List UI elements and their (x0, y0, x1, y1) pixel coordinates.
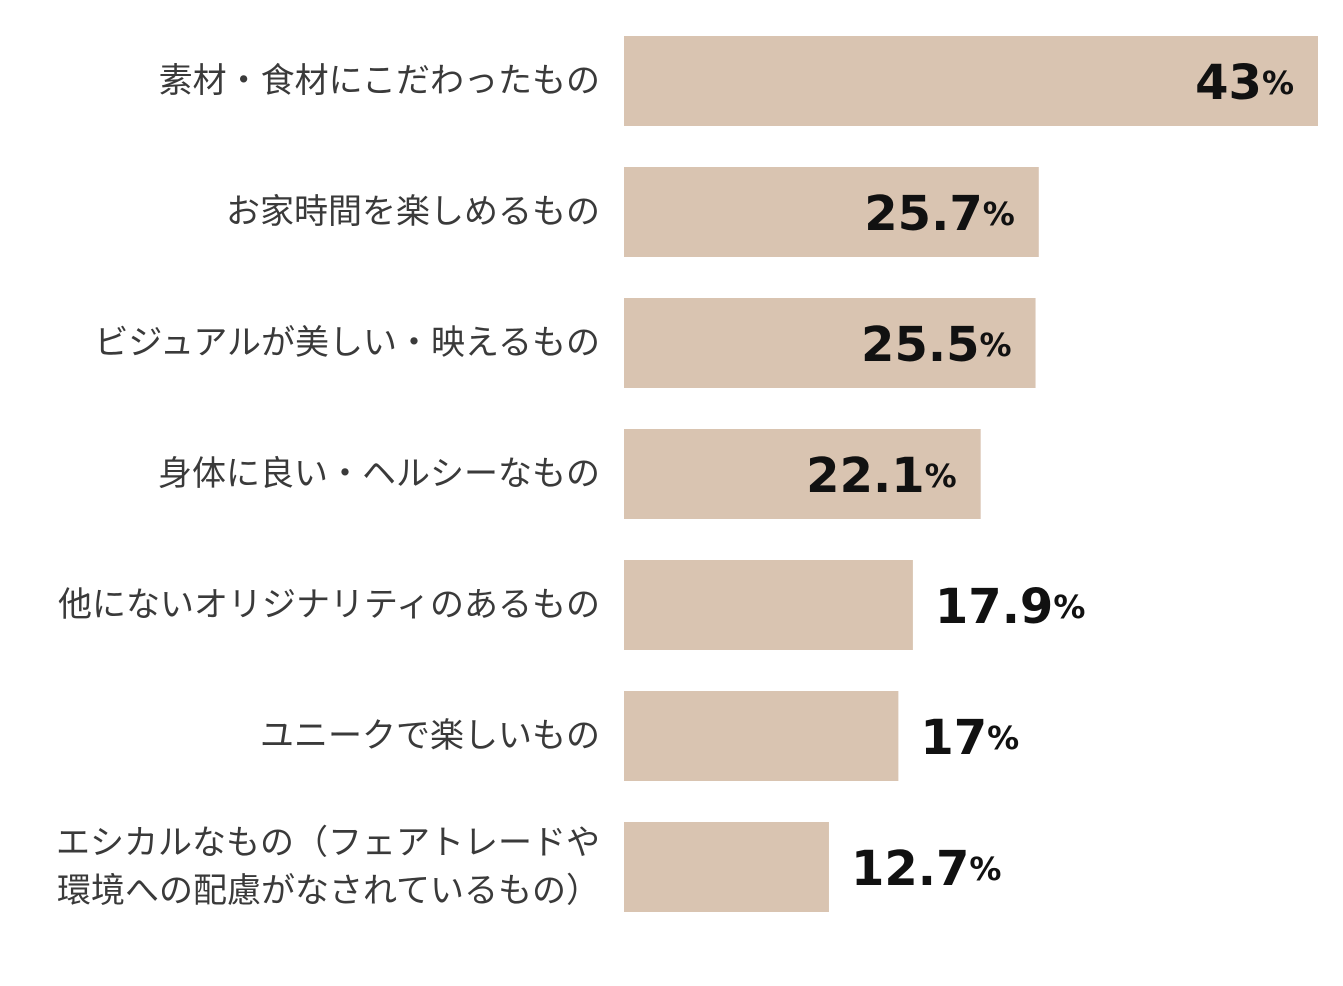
category-label-3: ビジュアルが美しい・映えるもの (94, 323, 600, 363)
bar-7 (624, 822, 829, 912)
value-label-4: 22.1% (806, 448, 957, 504)
bar-1 (624, 36, 1318, 126)
bar-3 (624, 298, 1036, 388)
category-label-6: ユニークで楽しいもの (260, 716, 600, 756)
category-label-4: 身体に良い・ヘルシーなもの (158, 454, 600, 494)
category-label-1: 素材・食材にこだわったもの (159, 61, 600, 101)
value-label-3: 25.5% (861, 317, 1011, 373)
value-label-2: 25.7% (864, 186, 1015, 242)
bar-2 (624, 167, 1039, 257)
category-label-5: 他にないオリジナリティのあるもの (58, 585, 600, 625)
bar-5 (624, 560, 913, 650)
bar-4 (624, 429, 981, 519)
category-label-7-line-1: エシカルなもの（フェアトレードや (56, 823, 600, 863)
category-label-2: お家時間を楽しめるもの (226, 192, 600, 232)
value-label-1: 43% (1195, 55, 1294, 111)
bar-6 (624, 691, 899, 781)
category-label-7-line-2: 環境への配慮がなされているもの） (57, 871, 600, 911)
value-label-5: 17.9% (935, 579, 1086, 635)
value-label-7: 12.7% (851, 841, 1002, 897)
value-label-6: 17% (920, 710, 1019, 766)
